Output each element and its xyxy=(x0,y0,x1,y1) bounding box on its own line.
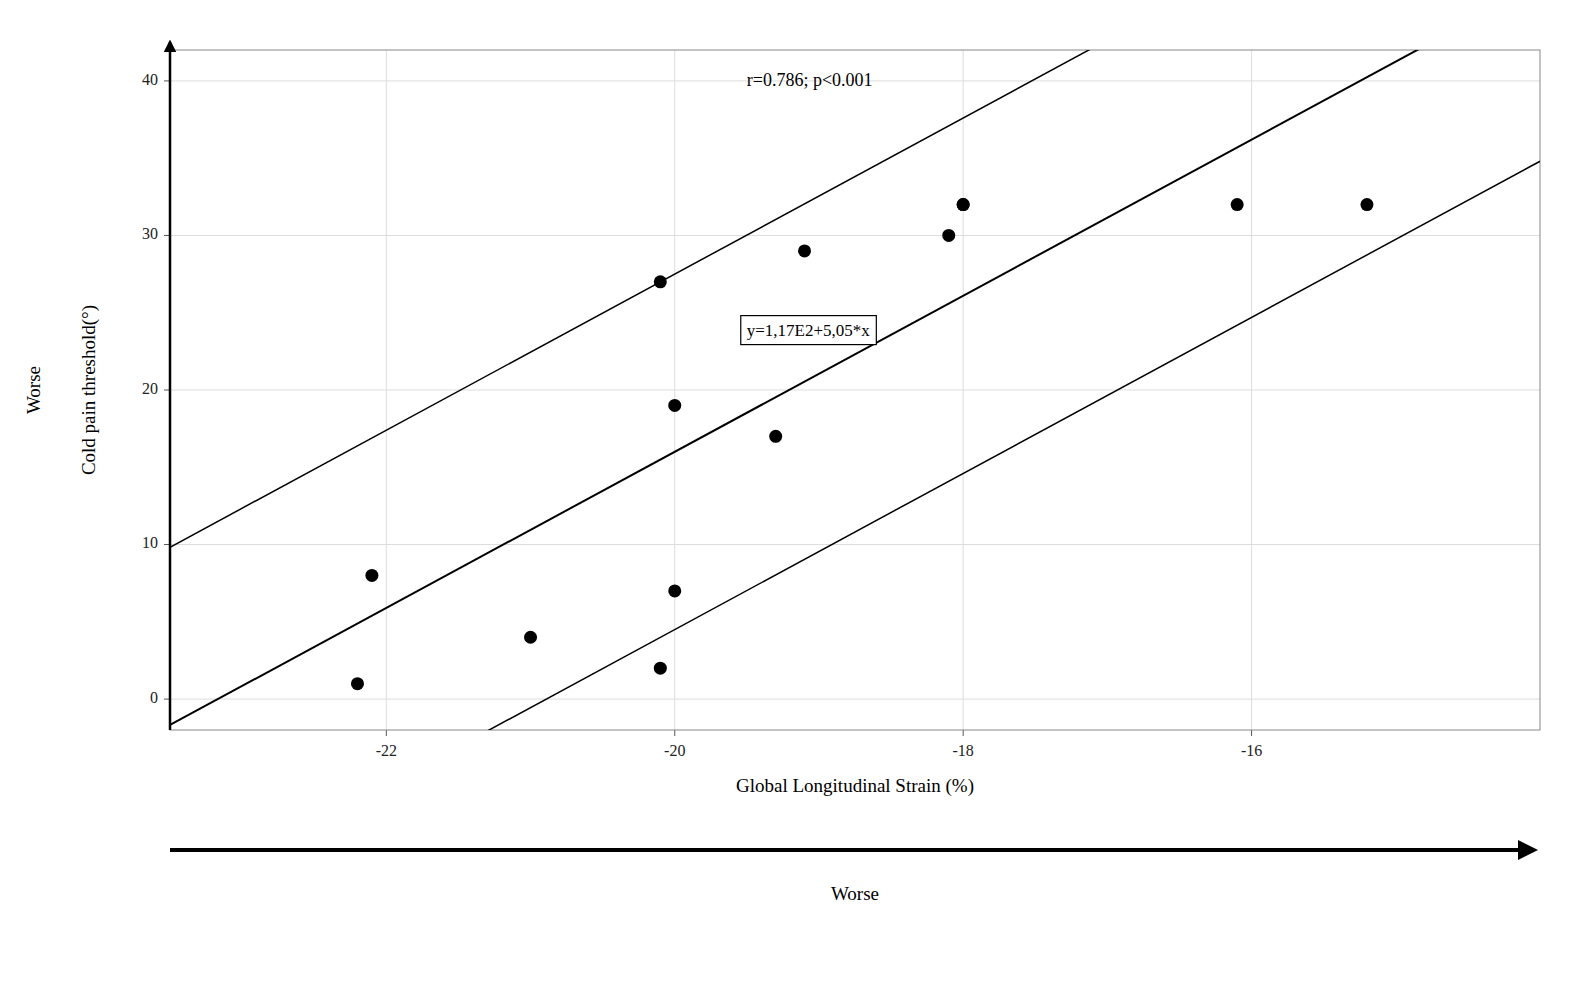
scatter-point xyxy=(668,584,681,597)
plot-frame xyxy=(170,50,1540,730)
scatter-point xyxy=(769,430,782,443)
scatter-point xyxy=(365,569,378,582)
x-direction-label: Worse xyxy=(831,883,879,904)
y-grid-line xyxy=(170,544,1540,545)
scatter-point xyxy=(1231,198,1244,211)
equation-box xyxy=(741,316,877,345)
x-tick-label: -18 xyxy=(952,742,973,759)
x-tick xyxy=(386,730,387,736)
scatter-point xyxy=(654,662,667,675)
correlation-text: r=0.786; p<0.001 xyxy=(747,70,873,90)
x-tick-label: -16 xyxy=(1241,742,1262,759)
scatter-point xyxy=(798,244,811,257)
y-tick-label: 30 xyxy=(142,225,158,242)
y-axis-label: Cold pain threshold(°) xyxy=(78,305,100,475)
y-tick-label: 0 xyxy=(150,689,158,706)
scatter-point xyxy=(1360,198,1373,211)
scatter-point xyxy=(524,631,537,644)
y-tick-label: 10 xyxy=(142,534,158,551)
y-direction-arrow xyxy=(169,42,172,730)
y-tick-label: 40 xyxy=(142,71,158,88)
x-tick-label: -22 xyxy=(376,742,397,759)
scatter-point xyxy=(957,198,970,211)
plot-area xyxy=(170,50,1540,730)
y-grid-line xyxy=(170,699,1540,700)
equation-annotation: y=1,17E2+5,05*x xyxy=(741,316,877,345)
x-tick-label: -20 xyxy=(664,742,685,759)
scatter-point xyxy=(668,399,681,412)
ci-lower-line xyxy=(170,161,1540,730)
grid xyxy=(170,50,1540,730)
x-direction-arrow xyxy=(170,848,1534,852)
ci-upper-line xyxy=(170,50,1540,547)
scatter-point xyxy=(942,229,955,242)
y-grid-line xyxy=(170,390,1540,391)
scatter-point xyxy=(654,275,667,288)
x-tick xyxy=(1251,730,1252,736)
y-direction-label: Worse xyxy=(23,366,44,414)
x-tick xyxy=(674,730,675,736)
scatter-point xyxy=(957,198,970,211)
x-tick xyxy=(963,730,964,736)
y-tick-label: 20 xyxy=(142,380,158,397)
scatter-point xyxy=(351,677,364,690)
y-grid-line xyxy=(170,235,1540,236)
equation-text: y=1,17E2+5,05*x xyxy=(747,321,871,340)
x-axis-label: Global Longitudinal Strain (%) xyxy=(736,775,974,797)
chart: -22 -20 -18 -16 0 10 20 30 40 y=1,17E2+5,05*x r=0.… xyxy=(0,0,1594,981)
regression-line xyxy=(170,50,1540,725)
